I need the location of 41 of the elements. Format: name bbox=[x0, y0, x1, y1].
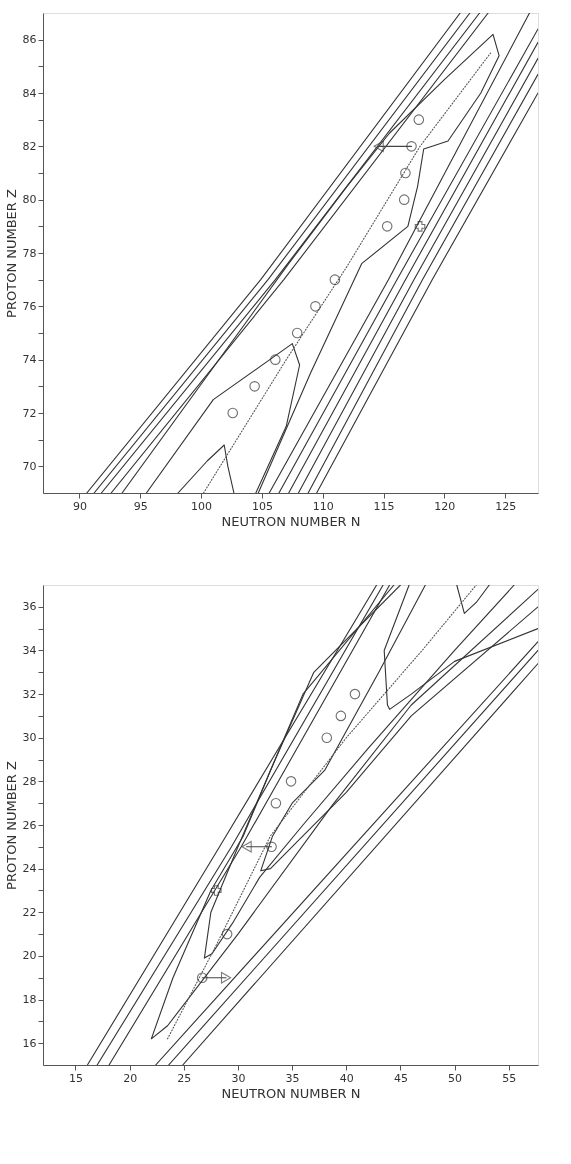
y-tick-label: 74 bbox=[22, 353, 37, 367]
x-axis-title: NEUTRON NUMBER N bbox=[221, 1085, 361, 1101]
x-tick-label: 40 bbox=[339, 1071, 354, 1085]
x-tick-label: 25 bbox=[177, 1071, 192, 1085]
x-axis-title: NEUTRON NUMBER N bbox=[221, 513, 361, 529]
x-tick-label: 100 bbox=[191, 499, 213, 513]
y-tick-label: 28 bbox=[22, 774, 37, 788]
y-tick-label: 72 bbox=[22, 406, 37, 420]
y-tick-label: 36 bbox=[22, 600, 37, 614]
y-tick-label: 32 bbox=[22, 687, 37, 701]
y-tick-label: 34 bbox=[22, 643, 37, 657]
x-tick-label: 45 bbox=[393, 1071, 408, 1085]
y-tick-label: 76 bbox=[22, 299, 37, 313]
y-tick-label: 80 bbox=[22, 193, 37, 207]
x-tick-label: 125 bbox=[495, 499, 517, 513]
y-tick-label: 24 bbox=[22, 862, 37, 876]
y-tick-label: 18 bbox=[22, 993, 37, 1007]
x-tick-label: 50 bbox=[448, 1071, 463, 1085]
y-tick-label: 26 bbox=[22, 818, 37, 832]
x-tick-label: 115 bbox=[373, 499, 395, 513]
x-tick-label: 90 bbox=[72, 499, 87, 513]
x-tick-label: 110 bbox=[312, 499, 334, 513]
y-tick-label: 78 bbox=[22, 246, 37, 260]
y-tick-label: 82 bbox=[22, 139, 37, 153]
y-axis-title: PROTON NUMBER Z bbox=[3, 189, 19, 318]
y-axis-title: PROTON NUMBER Z bbox=[3, 761, 19, 890]
y-tick-label: 84 bbox=[22, 86, 37, 100]
y-tick-label: 70 bbox=[22, 459, 37, 473]
x-tick-label: 105 bbox=[251, 499, 273, 513]
y-tick-label: 30 bbox=[22, 731, 37, 745]
x-tick-label: 15 bbox=[68, 1071, 83, 1085]
y-tick-label: 22 bbox=[22, 905, 37, 919]
x-tick-label: 35 bbox=[285, 1071, 300, 1085]
y-tick-label: 16 bbox=[22, 1036, 37, 1050]
x-tick-label: 20 bbox=[123, 1071, 138, 1085]
y-tick-label: 20 bbox=[22, 949, 37, 963]
x-tick-label: 55 bbox=[502, 1071, 517, 1085]
x-tick-label: 30 bbox=[231, 1071, 246, 1085]
x-tick-label: 95 bbox=[133, 499, 148, 513]
y-tick-label: 86 bbox=[22, 33, 37, 47]
x-tick-label: 120 bbox=[434, 499, 456, 513]
